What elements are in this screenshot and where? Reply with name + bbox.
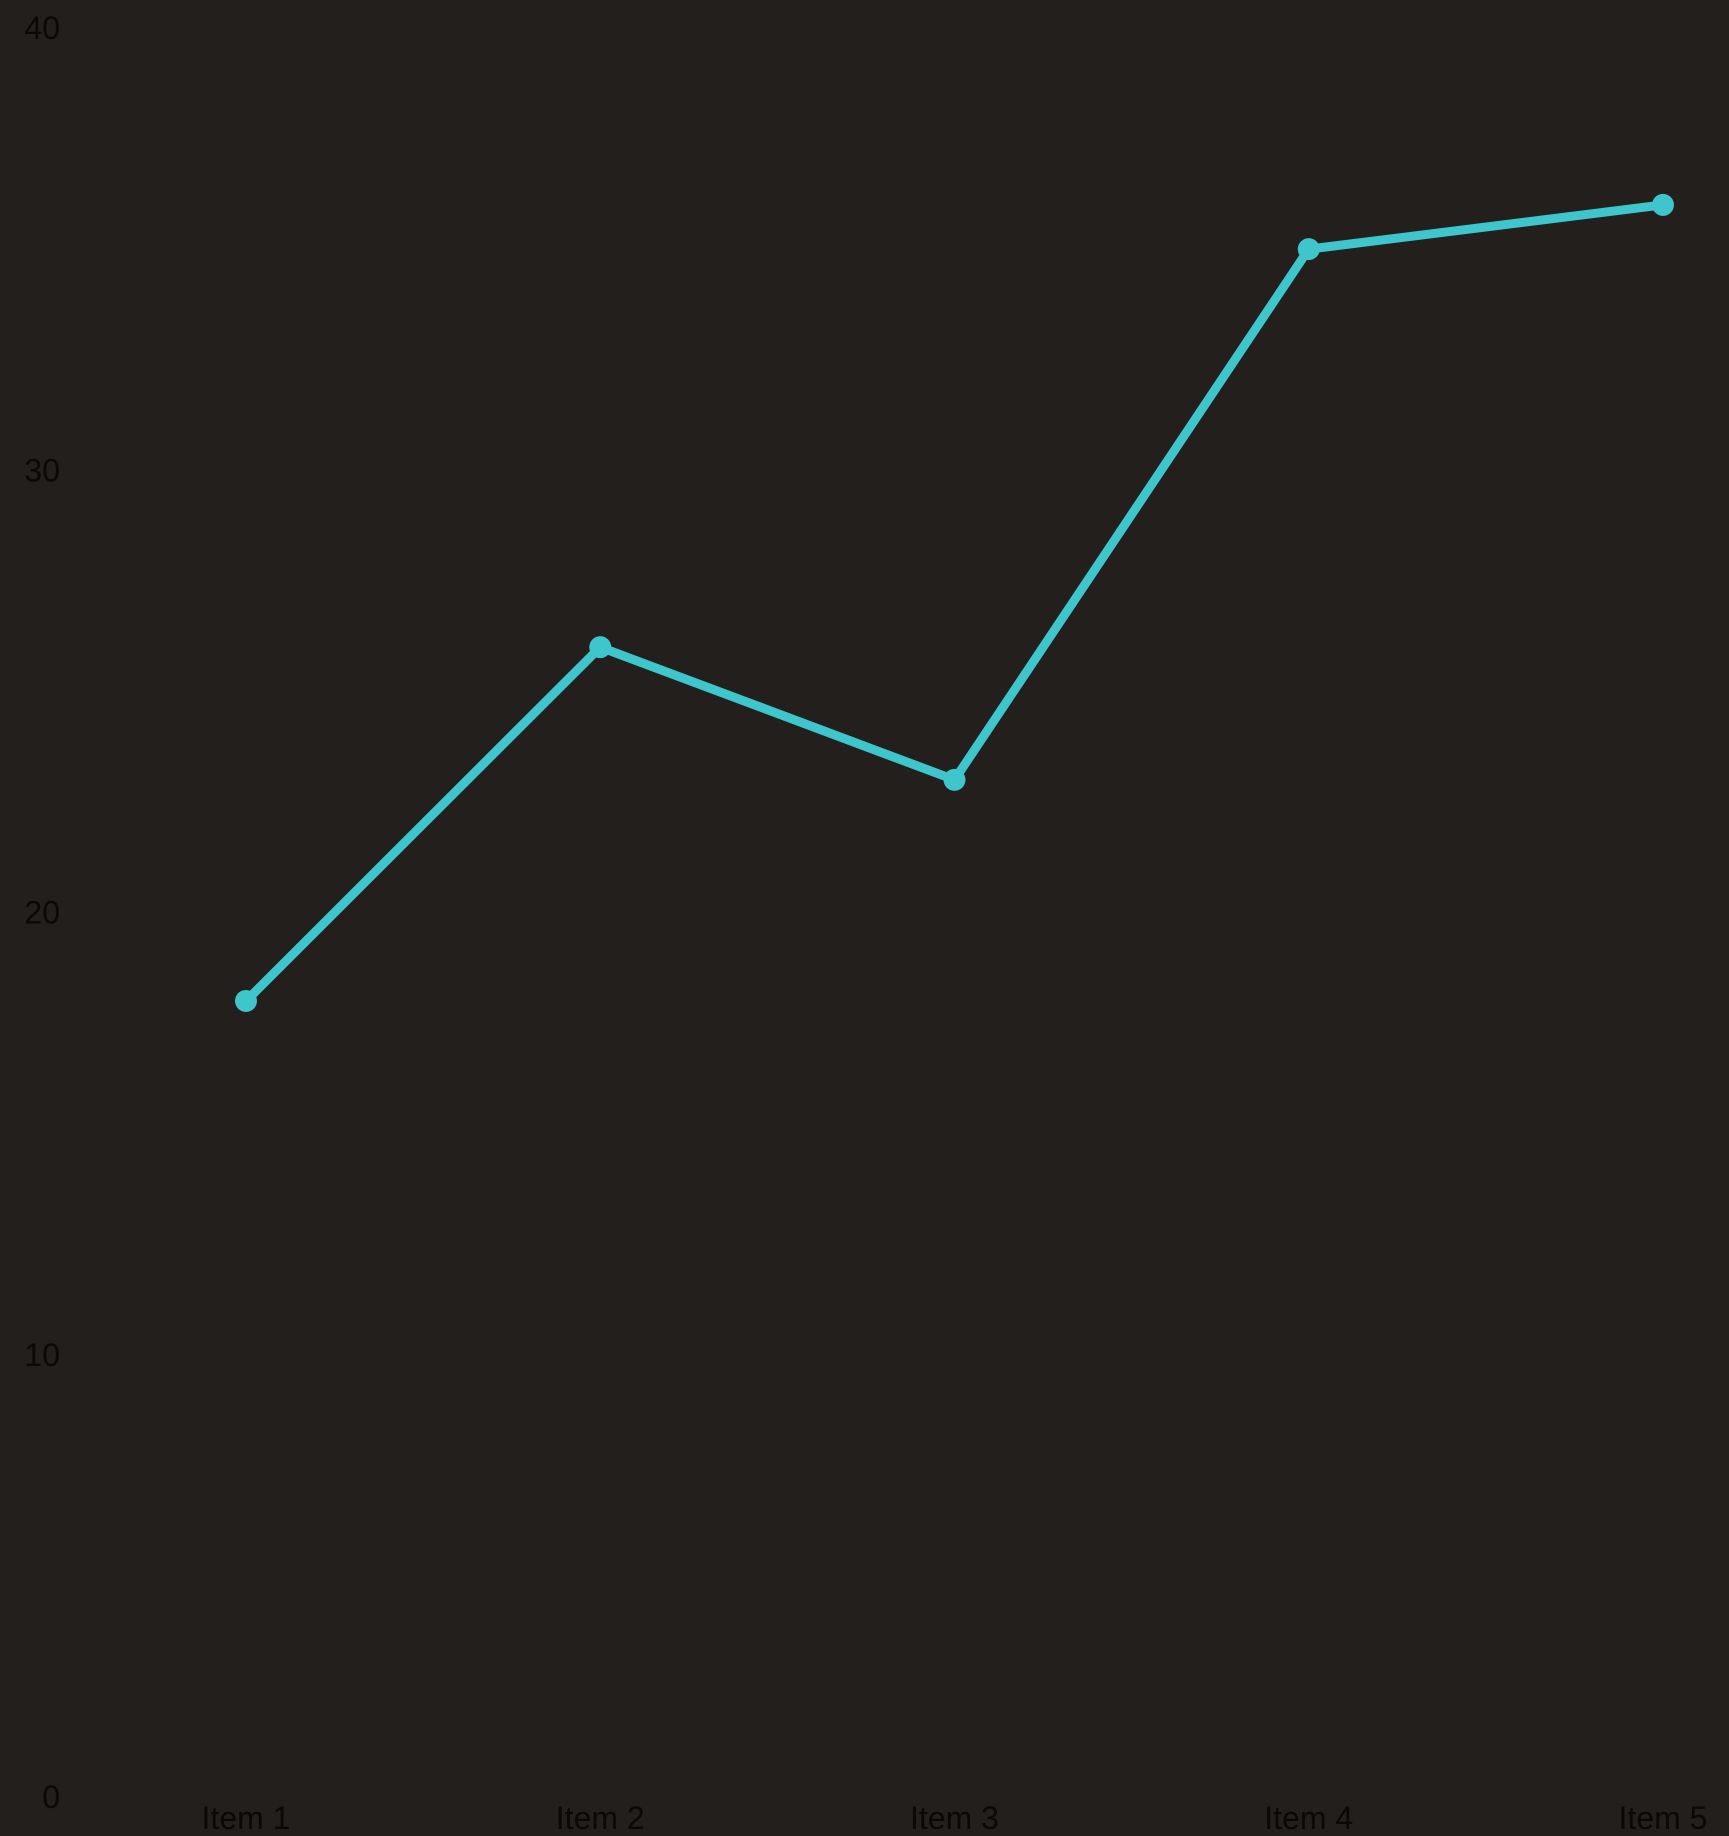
x-tick-label: Item 1: [202, 1800, 291, 1836]
y-tick-label: 0: [42, 1779, 60, 1815]
y-tick-label: 20: [24, 895, 60, 931]
y-tick-label: 30: [24, 452, 60, 488]
x-axis-ticks: Item 1 Item 2 Item 3 Item 4 Item 5: [202, 1800, 1708, 1836]
data-point: [1652, 193, 1674, 216]
data-point: [1297, 238, 1320, 261]
data-points: [235, 193, 1674, 1012]
x-tick-label: Item 5: [1619, 1800, 1708, 1836]
y-axis-ticks: 0 10 20 30 40: [24, 10, 60, 1815]
y-tick-label: 40: [24, 10, 60, 46]
data-point: [943, 768, 966, 791]
x-tick-label: Item 3: [910, 1800, 999, 1836]
y-tick-label: 10: [24, 1337, 60, 1373]
x-tick-label: Item 2: [556, 1800, 645, 1836]
data-point: [235, 989, 257, 1012]
data-point: [589, 636, 612, 659]
x-tick-label: Item 4: [1264, 1800, 1353, 1836]
